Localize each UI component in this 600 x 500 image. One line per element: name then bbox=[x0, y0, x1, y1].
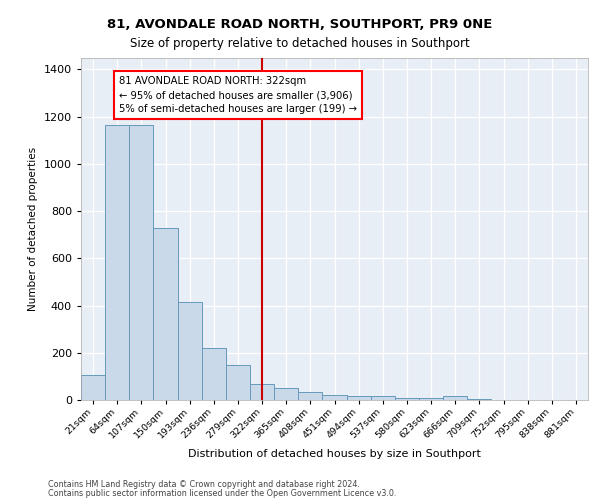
Bar bbox=[419, 398, 443, 400]
Bar bbox=[347, 396, 371, 400]
Bar bbox=[371, 396, 395, 400]
Bar bbox=[467, 399, 491, 400]
Bar bbox=[395, 398, 419, 400]
Y-axis label: Number of detached properties: Number of detached properties bbox=[28, 146, 38, 311]
Bar bbox=[154, 228, 178, 400]
Bar bbox=[105, 126, 129, 400]
Bar bbox=[443, 396, 467, 400]
X-axis label: Distribution of detached houses by size in Southport: Distribution of detached houses by size … bbox=[188, 449, 481, 459]
Bar bbox=[226, 364, 250, 400]
Bar bbox=[202, 348, 226, 400]
Text: Contains public sector information licensed under the Open Government Licence v3: Contains public sector information licen… bbox=[48, 488, 397, 498]
Bar bbox=[129, 126, 154, 400]
Text: 81 AVONDALE ROAD NORTH: 322sqm
← 95% of detached houses are smaller (3,906)
5% o: 81 AVONDALE ROAD NORTH: 322sqm ← 95% of … bbox=[119, 76, 357, 114]
Bar bbox=[274, 388, 298, 400]
Text: 81, AVONDALE ROAD NORTH, SOUTHPORT, PR9 0NE: 81, AVONDALE ROAD NORTH, SOUTHPORT, PR9 … bbox=[107, 18, 493, 30]
Bar bbox=[298, 392, 322, 400]
Bar bbox=[178, 302, 202, 400]
Bar bbox=[250, 384, 274, 400]
Bar bbox=[322, 396, 347, 400]
Text: Size of property relative to detached houses in Southport: Size of property relative to detached ho… bbox=[130, 38, 470, 51]
Text: Contains HM Land Registry data © Crown copyright and database right 2024.: Contains HM Land Registry data © Crown c… bbox=[48, 480, 360, 489]
Bar bbox=[81, 374, 105, 400]
